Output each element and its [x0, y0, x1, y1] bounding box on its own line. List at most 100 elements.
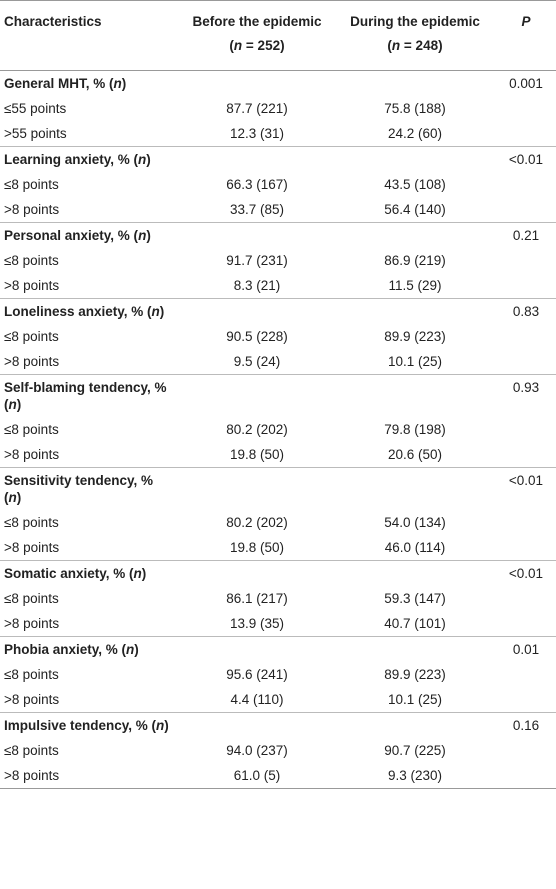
header-cell: Before the epidemic (n = 252) — [178, 0, 336, 71]
cell — [494, 586, 556, 611]
cell: 87.7 (221) — [226, 101, 288, 116]
cell: ≤8 points — [4, 591, 59, 606]
cell: 95.6 (241) — [226, 667, 288, 682]
cell: 10.1 (25) — [387, 692, 443, 707]
p-value: 0.001 — [509, 76, 543, 91]
text: Loneliness anxiety, % ( — [4, 304, 152, 319]
cell — [336, 712, 494, 738]
cell — [336, 298, 494, 324]
group-row: Impulsive tendency, % (n) 0.16 — [0, 712, 556, 738]
cell: 86.9 (219) — [384, 253, 446, 268]
cell — [494, 763, 556, 789]
italic-n: n — [8, 490, 17, 505]
cell: ≤8 points — [4, 515, 59, 530]
text: Self-blaming tendency, % ( — [4, 380, 167, 412]
italic-n: n — [156, 718, 165, 733]
cell: 89.9 (223) — [384, 667, 446, 682]
italic-n: n — [8, 397, 17, 412]
data-row: ≤8 points 91.7 (231) 86.9 (219) — [0, 248, 556, 273]
cell: ≤8 points — [4, 743, 59, 758]
text: Phobia anxiety, % ( — [4, 642, 127, 657]
group-row: Phobia anxiety, % (n) 0.01 — [0, 636, 556, 662]
header-cell: Characteristics — [0, 0, 178, 71]
p-value: 0.21 — [494, 222, 556, 248]
text: ) — [146, 228, 151, 243]
text: ) — [141, 566, 147, 581]
cell: 89.9 (223) — [384, 329, 446, 344]
data-row: ≤8 points 80.2 (202) 54.0 (134) — [0, 510, 556, 535]
cell: 46.0 (114) — [384, 540, 446, 555]
cell: 59.3 (147) — [384, 591, 446, 606]
cell: ≤8 points — [4, 329, 59, 344]
text: Impulsive tendency, % ( — [4, 718, 157, 733]
italic-n: n — [138, 152, 147, 167]
data-row: >8 points 8.3 (21) 11.5 (29) — [0, 273, 556, 299]
cell: 33.7 (85) — [229, 202, 285, 217]
cell: 9.5 (24) — [233, 354, 281, 369]
text: = 248) — [400, 38, 443, 53]
header-cell: P — [494, 0, 556, 71]
cell: 61.0 (5) — [178, 763, 336, 789]
text: Personal anxiety, % ( — [4, 228, 139, 243]
cell: 24.2 (60) — [387, 126, 443, 141]
cell: 19.8 (50) — [229, 540, 285, 555]
cell — [494, 273, 556, 299]
cell: 75.8 (188) — [384, 101, 446, 116]
cell — [178, 374, 336, 417]
group-row: General MHT, % (n) 0.001 — [0, 71, 556, 97]
cell — [336, 467, 494, 510]
table-body: General MHT, % (n) 0.001 ≤55 points 87.7 (2… — [0, 71, 556, 789]
header-sub: (n = 248) — [387, 38, 442, 53]
italic-n: n — [233, 38, 243, 53]
cell — [178, 298, 336, 324]
cell: 90.7 (225) — [384, 743, 446, 758]
cell — [178, 560, 336, 586]
header-row: Characteristics Before the epidemic (n = 2… — [0, 0, 556, 71]
cell: >8 points — [4, 447, 60, 462]
group-label: Sensitivity tendency, % (n) — [0, 467, 178, 510]
cell: 43.5 (108) — [384, 177, 446, 192]
data-row: ≤8 points 66.3 (167) 43.5 (108) — [0, 172, 556, 197]
header-text: Before the epidemic — [192, 14, 322, 29]
text: ) — [159, 304, 165, 319]
header-sub: (n = 252) — [229, 38, 284, 53]
cell: 66.3 (167) — [226, 177, 288, 192]
cell — [178, 222, 336, 248]
cell — [178, 712, 336, 738]
header-text: Characteristics — [4, 14, 102, 29]
data-row: ≤8 points 86.1 (217) 59.3 (147) — [0, 586, 556, 611]
text: Sensitivity tendency, % ( — [4, 473, 154, 505]
group-label: General MHT, % (n) — [0, 71, 178, 97]
cell: 4.4 (110) — [230, 692, 284, 707]
cell — [494, 662, 556, 687]
cell: 54.0 (134) — [384, 515, 446, 530]
cell: 90.5 (228) — [226, 329, 288, 344]
text: ) — [146, 152, 151, 167]
cell: 8.3 (21) — [233, 278, 281, 293]
cell: 56.4 (140) — [384, 202, 446, 217]
cell — [494, 687, 556, 713]
cell: >8 points — [4, 202, 60, 217]
cell: 12.3 (31) — [229, 126, 285, 141]
text: ( — [229, 38, 234, 53]
p-value: 0.83 — [494, 298, 556, 324]
data-row: >55 points 12.3 (31) 24.2 (60) — [0, 121, 556, 147]
text: General MHT, % ( — [4, 76, 114, 91]
italic-n: n — [151, 304, 160, 319]
cell — [494, 349, 556, 375]
data-table: Characteristics Before the epidemic (n = 2… — [0, 0, 556, 789]
data-row: >8 points 19.8 (50) 46.0 (114) — [0, 535, 556, 561]
cell: >8 points — [4, 692, 60, 707]
cell — [494, 121, 556, 147]
cell: >55 points — [4, 126, 67, 141]
group-label: Self-blaming tendency, % (n) — [0, 374, 178, 417]
cell: 9.3 (230) — [336, 763, 494, 789]
cell: 19.8 (50) — [229, 447, 285, 462]
cell: >8 points — [4, 278, 60, 293]
cell — [178, 636, 336, 662]
data-row: ≤8 points 80.2 (202) 79.8 (198) — [0, 417, 556, 442]
data-row: ≤8 points 90.5 (228) 89.9 (223) — [0, 324, 556, 349]
data-row: ≤8 points 95.6 (241) 89.9 (223) — [0, 662, 556, 687]
cell: 11.5 (29) — [388, 278, 442, 293]
p-value: <0.01 — [494, 467, 556, 510]
